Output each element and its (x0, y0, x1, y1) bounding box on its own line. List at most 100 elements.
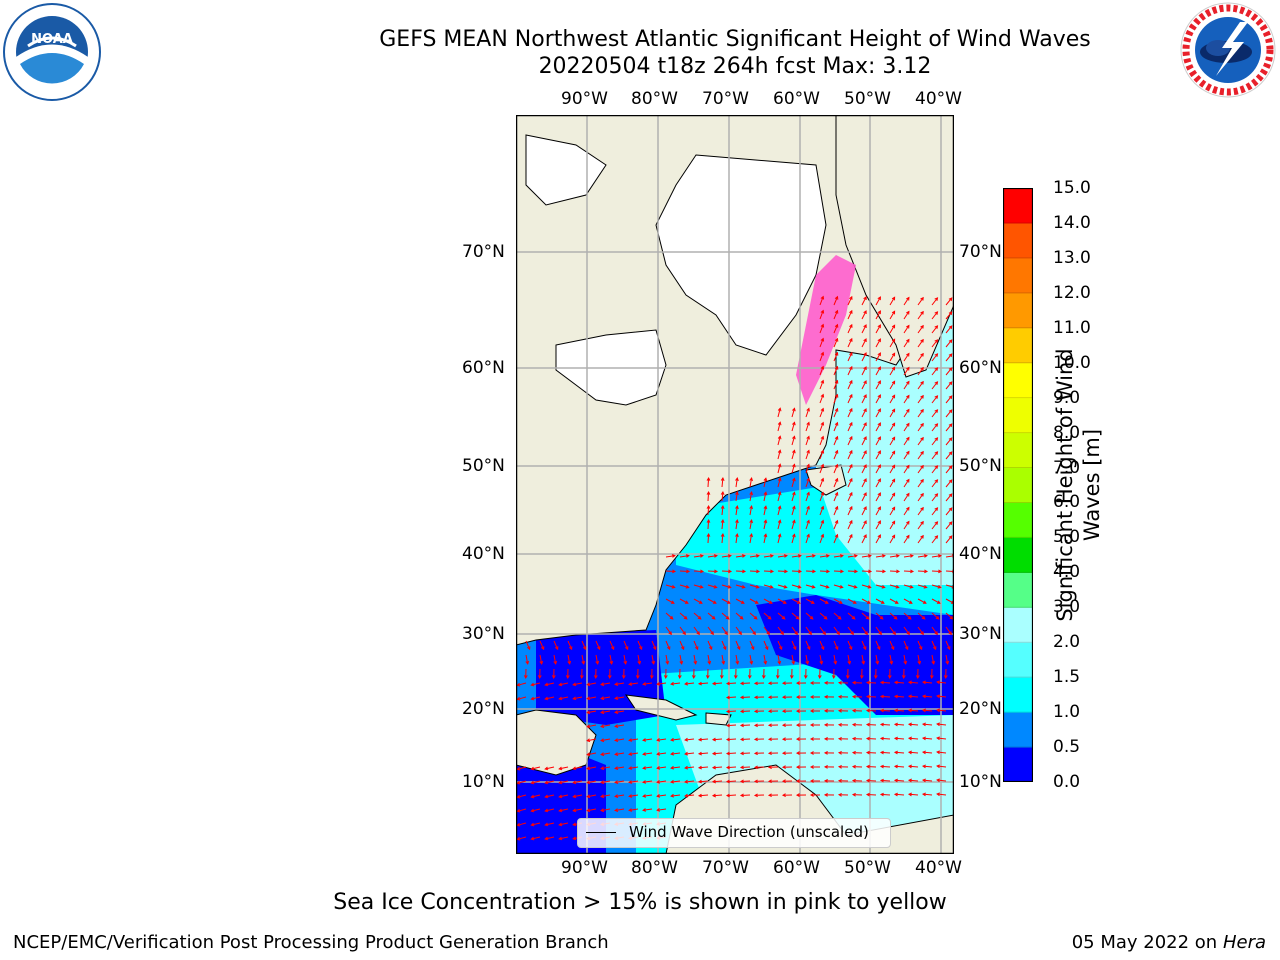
wave-direction-arrowhead (865, 750, 870, 755)
wave-direction-arrow (931, 353, 938, 362)
lat-tick-right-50n: 50°N (959, 456, 1002, 476)
wave-direction-arrow (861, 422, 867, 432)
wave-direction-arrowhead (879, 764, 884, 769)
wave-direction-arrow (567, 640, 573, 650)
wave-direction-arrow (665, 598, 675, 604)
wave-direction-arrowhead (725, 779, 730, 784)
wave-direction-arrow (615, 752, 625, 755)
wave-direction-arrowhead (553, 660, 558, 665)
wave-direction-arrow (777, 506, 781, 516)
wave-direction-arrow (665, 612, 674, 620)
wave-direction-arrow (903, 612, 912, 620)
wave-direction-arrowhead (767, 793, 772, 798)
wave-direction-arrowhead (684, 779, 688, 784)
wave-direction-arrow (707, 533, 710, 544)
wave-direction-arrow (791, 612, 800, 620)
wave-direction-arrowhead (920, 394, 924, 399)
wave-direction-arrow (726, 738, 737, 741)
wave-direction-arrowhead (781, 723, 786, 728)
wave-direction-arrowhead (836, 631, 840, 636)
wave-direction-arrowhead (720, 518, 725, 523)
colorbar-tick-label: 5.0 (1053, 527, 1081, 548)
wave-direction-arrowhead (558, 794, 563, 799)
wave-direction-arrow (735, 534, 738, 544)
wave-direction-arrow (735, 520, 738, 530)
wave-direction-arrow (726, 696, 737, 699)
wave-direction-arrow (889, 423, 896, 432)
wave-direction-arrowhead (784, 569, 789, 574)
wave-direction-arrowhead (781, 695, 786, 700)
wave-direction-arrowhead (792, 519, 796, 524)
wave-direction-arrow (595, 640, 601, 650)
wave-direction-arrow (721, 555, 731, 558)
wave-direction-arrow (707, 584, 717, 588)
wave-direction-arrow (805, 598, 815, 604)
wave-direction-arrowhead (834, 505, 839, 510)
wave-direction-arrow (917, 507, 924, 516)
wave-direction-arrowhead (558, 766, 563, 771)
colorbar-tick-label: 12.0 (1053, 282, 1091, 303)
wave-direction-arrow (671, 766, 681, 769)
wave-direction-arrow (707, 570, 718, 572)
wave-direction-arrowhead (879, 615, 884, 620)
map-legend: Wind Wave Direction (unscaled) (577, 818, 891, 848)
lon-tick-top-70w: 70°W (702, 89, 749, 109)
wave-direction-arrow (917, 423, 924, 432)
wave-direction-arrowhead (769, 554, 774, 558)
wave-direction-arrow (847, 478, 853, 488)
wave-direction-arrowhead (526, 646, 531, 651)
wave-direction-arrowhead (936, 792, 940, 797)
wave-direction-arrowhead (865, 694, 870, 699)
wave-direction-arrow (889, 493, 896, 502)
wave-direction-arrow (917, 626, 924, 635)
wave-direction-arrowhead (908, 600, 913, 604)
wave-direction-arrow (763, 520, 767, 530)
wave-direction-arrow (601, 724, 611, 728)
wave-direction-arrowhead (792, 463, 796, 468)
wave-direction-arrowhead (792, 505, 796, 510)
lon-tick-bottom-60w: 60°W (773, 858, 820, 878)
wave-direction-arrow (643, 738, 653, 741)
wave-direction-arrowhead (579, 675, 584, 680)
wave-direction-arrowhead (725, 765, 730, 770)
wave-direction-arrow (917, 535, 924, 544)
wave-direction-arrowhead (907, 694, 912, 699)
wave-direction-arrow (917, 555, 927, 558)
wave-direction-arrow (749, 520, 753, 530)
wave-direction-arrowhead (656, 780, 661, 784)
wave-direction-arrowhead (901, 675, 906, 680)
wave-direction-arrowhead (777, 435, 782, 440)
wave-direction-arrowhead (822, 631, 826, 636)
wave-direction-arrowhead (877, 450, 881, 455)
wave-direction-arrow (643, 808, 653, 811)
wave-direction-arrowhead (637, 660, 642, 665)
wave-direction-arrow (601, 752, 611, 756)
wave-direction-arrowhead (934, 311, 939, 315)
wave-direction-arrowhead (920, 310, 924, 315)
wave-direction-arrow (894, 709, 905, 712)
wave-direction-arrow (833, 450, 838, 460)
wave-direction-arrow (847, 324, 853, 334)
wave-direction-arrow (903, 507, 910, 516)
wave-direction-arrowhead (837, 680, 842, 685)
wave-direction-arrowhead (777, 477, 782, 482)
wave-direction-arrowhead (628, 738, 633, 742)
wave-direction-arrow (749, 492, 753, 502)
wave-direction-arrowhead (706, 532, 711, 537)
wave-direction-arrow (517, 696, 527, 700)
colorbar-tick-label: 1.5 (1053, 667, 1081, 688)
wave-direction-arrowhead (907, 778, 912, 783)
wave-direction-arrowhead (903, 660, 908, 665)
wave-direction-arrow (657, 794, 667, 797)
wave-direction-arrowhead (781, 737, 786, 742)
wave-direction-arrowhead (837, 764, 842, 769)
wave-direction-arrow (805, 436, 810, 446)
wave-direction-arrowhead (539, 660, 544, 665)
wave-direction-arrowhead (820, 435, 825, 440)
wave-direction-arrowhead (819, 660, 824, 665)
land-hispaniola (705, 712, 732, 726)
wave-direction-arrow (685, 752, 695, 755)
wave-direction-arrowhead (697, 793, 702, 798)
wave-direction-arrowhead (854, 569, 859, 574)
wave-direction-arrowhead (516, 780, 521, 785)
